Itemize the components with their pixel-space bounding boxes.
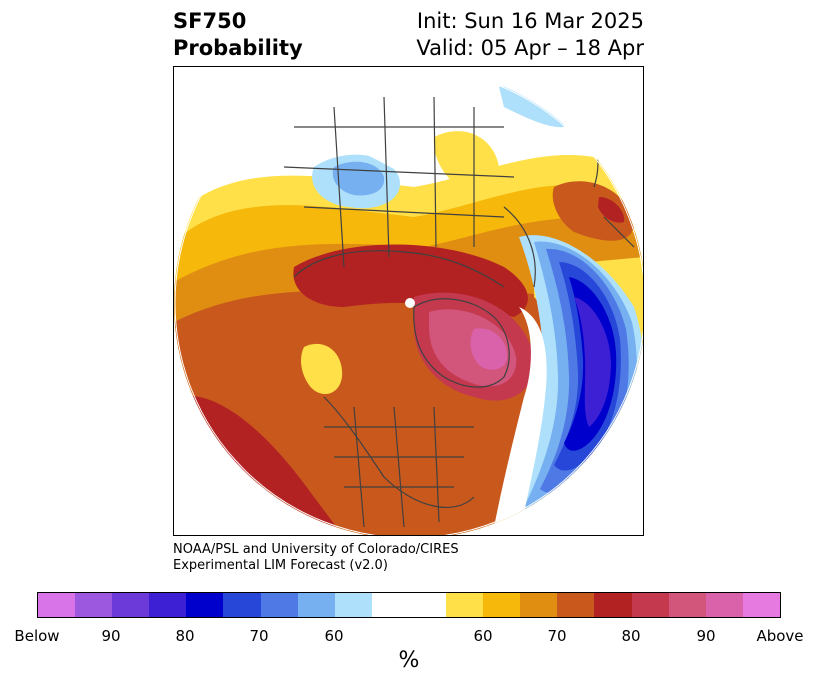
colorbar-swatch [297, 593, 335, 617]
colorbar-swatch [223, 593, 261, 617]
colorbar-tick-label: 90 [101, 627, 121, 645]
colorbar-tick-label: 70 [547, 627, 567, 645]
colorbar-swatch [594, 593, 632, 617]
colorbar-swatch [705, 593, 743, 617]
colorbar-tick-label: 80 [621, 627, 641, 645]
colorbar-swatch [742, 593, 780, 617]
colorbar-tick-label: 70 [249, 627, 269, 645]
colorbar-swatch [75, 593, 113, 617]
init-date: Init: Sun 16 Mar 2025 [416, 9, 644, 33]
colorbar-swatch [334, 593, 372, 617]
probability-map [174, 67, 643, 535]
colorbar-swatch [408, 593, 447, 617]
colorbar-unit: % [398, 648, 420, 673]
colorbar-swatch [520, 593, 558, 617]
colorbar-swatch [149, 593, 187, 617]
colorbar-swatch [446, 593, 484, 617]
colorbar-swatch [483, 593, 521, 617]
colorbar-swatch [38, 593, 76, 617]
title-probability: Probability [173, 36, 303, 60]
colorbar-swatch [186, 593, 224, 617]
colorbar-swatch [668, 593, 706, 617]
colorbar-tick-label: 80 [175, 627, 195, 645]
map-panel [173, 66, 644, 536]
title-variable: SF750 [173, 9, 247, 33]
colorbar-tick-label: Above [756, 627, 804, 645]
colorbar-swatch [557, 593, 595, 617]
colorbar-tick-label: 60 [324, 627, 344, 645]
colorbar-swatch [371, 593, 409, 617]
credit: NOAA/PSL and University of Colorado/CIRE… [173, 542, 459, 574]
title-right: Init: Sun 16 Mar 2025 Valid: 05 Apr – 18… [416, 8, 644, 62]
title-left: SF750 Probability [173, 8, 303, 62]
colorbar-tick-label: 90 [696, 627, 716, 645]
shaded-probability [174, 67, 643, 535]
colorbar-swatch [260, 593, 298, 617]
colorbar-swatch [112, 593, 150, 617]
colorbar-ticks: Below 90 80 70 60 60 70 80 90 Above [0, 627, 819, 647]
credit-line-2: Experimental LIM Forecast (v2.0) [173, 558, 388, 573]
colorbar-tick-label: 60 [473, 627, 493, 645]
valid-dates: Valid: 05 Apr – 18 Apr [416, 36, 644, 60]
colorbar [37, 592, 781, 618]
credit-line-1: NOAA/PSL and University of Colorado/CIRE… [173, 542, 459, 557]
colorbar-swatch [631, 593, 669, 617]
colorbar-tick-label: Below [14, 627, 60, 645]
